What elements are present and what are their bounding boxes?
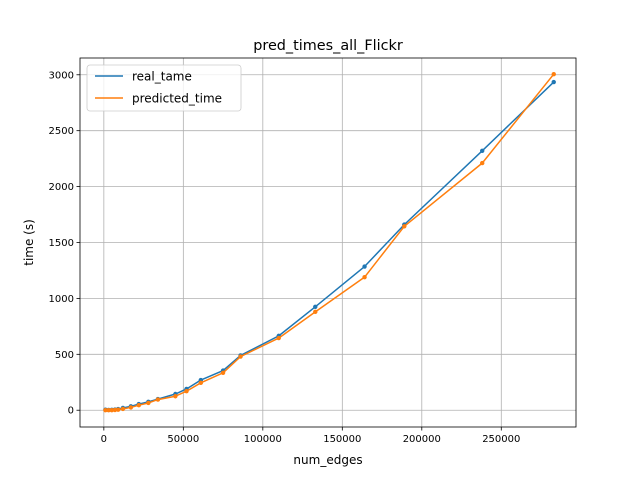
data-point-predicted_time: [402, 224, 407, 229]
data-point-predicted_time: [238, 354, 243, 359]
y-tick-label: 1000: [49, 294, 74, 305]
data-point-predicted_time: [184, 389, 189, 394]
series-layer: [103, 72, 556, 413]
y-tick-label: 1500: [49, 238, 74, 249]
x-tick-label: 50000: [167, 434, 199, 445]
ticks: 0 50000 100000 150000 200000 250000 0 500 1000 15…: [49, 70, 521, 445]
data-point-predicted_time: [155, 397, 161, 402]
data-point-predicted_time: [551, 72, 556, 77]
data-point-predicted_time: [220, 370, 226, 375]
data-point-real_tame: [362, 264, 367, 269]
data-point-predicted_time: [362, 274, 367, 280]
data-point-predicted_time: [128, 405, 134, 410]
y-tick-label: 0: [68, 406, 74, 417]
data-point-predicted_time: [480, 160, 485, 166]
y-tick-label: 500: [55, 350, 74, 361]
x-tick-label: 250000: [482, 434, 520, 445]
data-point-predicted_time: [313, 309, 318, 315]
grid: [80, 58, 576, 427]
data-point-predicted_time: [115, 407, 121, 412]
chart-title: pred_times_all_Flickr: [253, 38, 403, 54]
legend: real_tame predicted_time: [86, 64, 242, 112]
x-tick-label: 150000: [323, 434, 361, 445]
y-tick-label: 2500: [49, 126, 74, 137]
data-point-predicted_time: [112, 407, 118, 413]
legend-box: [86, 64, 242, 112]
data-point-real_tame: [480, 148, 485, 154]
x-axis-label: num_edges: [293, 453, 362, 467]
data-point-predicted_time: [136, 403, 142, 408]
x-tick-label: 0: [101, 434, 107, 445]
y-tick-label: 2000: [49, 182, 74, 193]
legend-label-predicted_time: predicted_time: [132, 92, 222, 106]
data-point-predicted_time: [109, 408, 114, 413]
y-axis-label: time (s): [22, 219, 36, 266]
y-tick-label: 3000: [49, 70, 74, 81]
legend-label-real_tame: real_tame: [132, 70, 192, 84]
data-point-real_tame: [313, 304, 318, 309]
data-point-predicted_time: [120, 406, 126, 412]
series-predicted_time: [103, 72, 556, 413]
x-tick-label: 200000: [403, 434, 441, 445]
data-point-predicted_time: [173, 394, 178, 399]
data-point-predicted_time: [276, 335, 281, 341]
data-point-predicted_time: [198, 380, 204, 386]
data-point-predicted_time: [106, 408, 111, 413]
data-point-predicted_time: [103, 408, 108, 413]
x-tick-label: 100000: [244, 434, 282, 445]
data-point-predicted_time: [146, 400, 151, 406]
data-point-real_tame: [551, 79, 556, 85]
